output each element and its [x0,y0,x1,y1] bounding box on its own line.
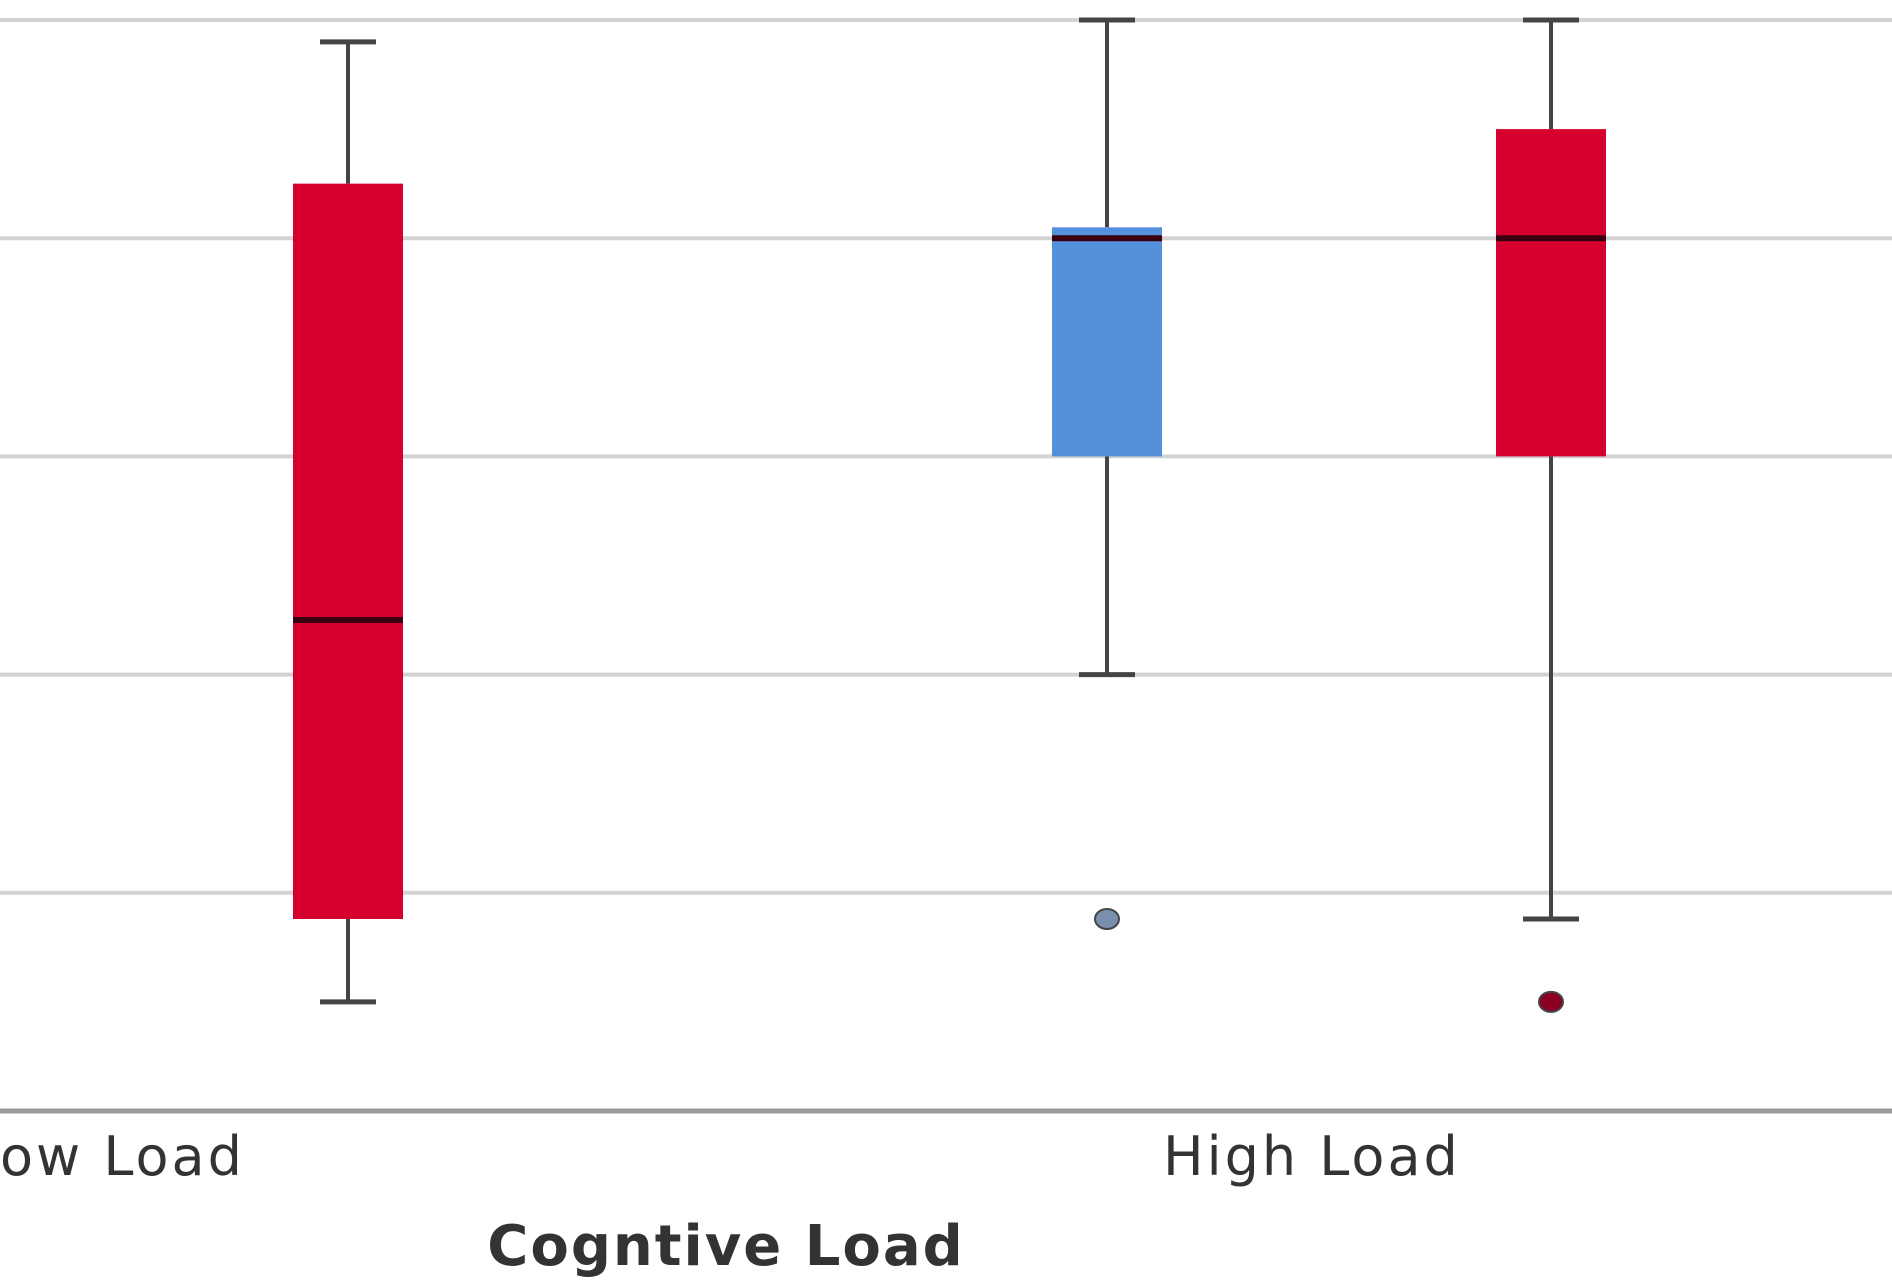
box-plot-series [293,17,1606,1013]
iqr-box [293,183,403,919]
box-group-3 [1496,17,1606,1013]
iqr-box [1496,129,1606,457]
x-tick-label-high-load: High Load [1163,1125,1461,1188]
box-group-2 [1052,17,1162,930]
outlier-point-1 [1094,907,1120,930]
box-group-1 [293,39,403,1005]
x-tick-label-low-load: ow Load [0,1125,245,1188]
x-axis-title: Cogntive Load [487,1214,965,1279]
outlier-point-1 [1538,990,1564,1013]
gridlines [0,18,1892,895]
iqr-box [1052,227,1162,457]
